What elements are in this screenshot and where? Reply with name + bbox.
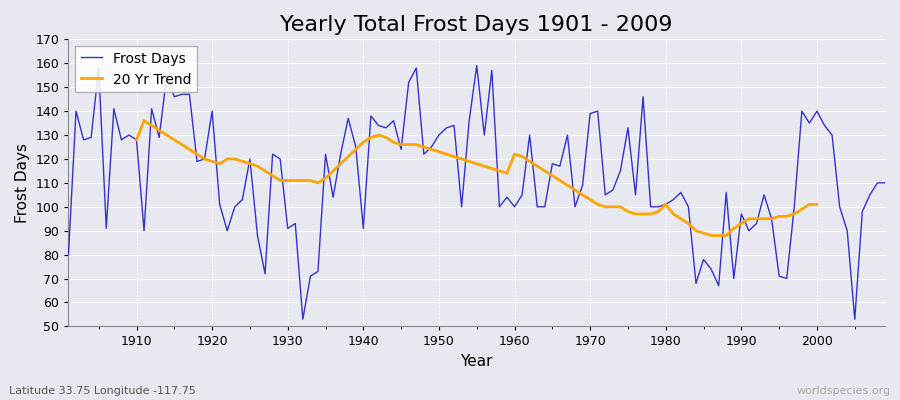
Title: Yearly Total Frost Days 1901 - 2009: Yearly Total Frost Days 1901 - 2009: [281, 15, 673, 35]
Line: Frost Days: Frost Days: [68, 66, 885, 319]
Frost Days: [123, 133, 134, 138]
20 Yr Trend: [532, 164, 543, 168]
20 Yr Trend: [804, 202, 814, 207]
20 Yr Trend: [812, 202, 823, 207]
Legend: Frost Days, 20 Yr Trend: Frost Days, 20 Yr Trend: [76, 46, 197, 92]
Frost Days: [343, 116, 354, 121]
Frost Days: [297, 317, 308, 322]
20 Yr Trend: [721, 233, 732, 238]
X-axis label: Year: Year: [461, 354, 493, 369]
Frost Days: [290, 221, 301, 226]
Line: 20 Yr Trend: 20 Yr Trend: [137, 121, 817, 236]
Y-axis label: Frost Days: Frost Days: [15, 143, 30, 223]
20 Yr Trend: [297, 178, 308, 183]
20 Yr Trend: [131, 138, 142, 142]
20 Yr Trend: [221, 156, 232, 161]
20 Yr Trend: [139, 118, 149, 123]
Frost Days: [472, 63, 482, 68]
Frost Days: [517, 192, 527, 197]
20 Yr Trend: [312, 180, 323, 185]
Text: Latitude 33.75 Longitude -117.75: Latitude 33.75 Longitude -117.75: [9, 386, 196, 396]
Frost Days: [63, 252, 74, 257]
Text: worldspecies.org: worldspecies.org: [796, 386, 891, 396]
20 Yr Trend: [706, 233, 716, 238]
Frost Days: [525, 133, 535, 138]
Frost Days: [615, 168, 626, 173]
Frost Days: [879, 180, 890, 185]
